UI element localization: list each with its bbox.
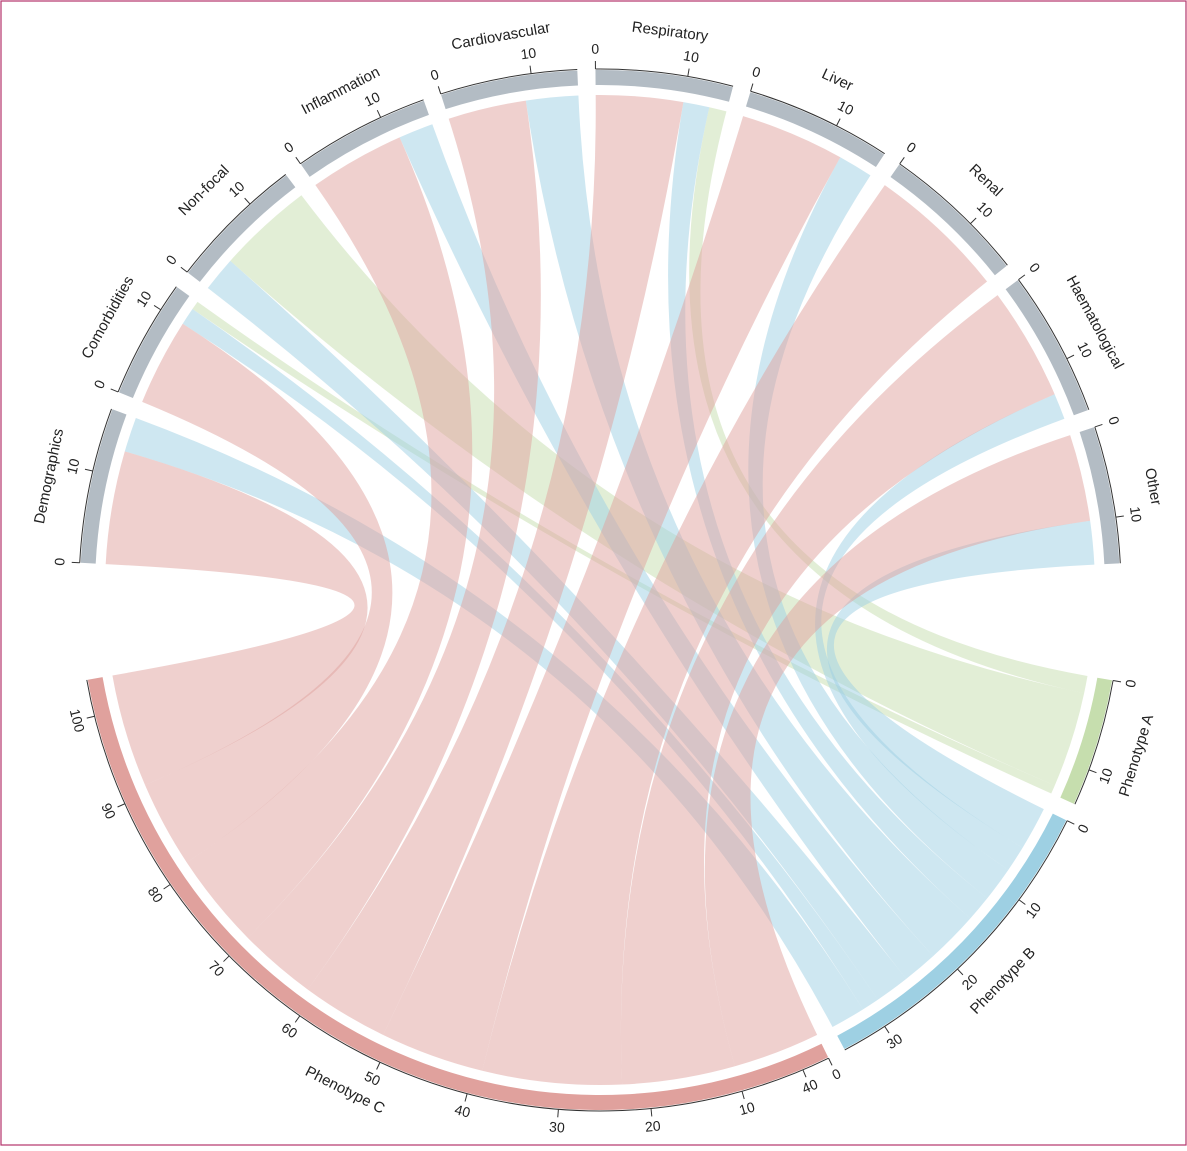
tick-mark bbox=[751, 84, 753, 92]
tick-label: 10 bbox=[63, 457, 82, 476]
sector-label: Comorbidities bbox=[78, 273, 137, 361]
tick-label: 10 bbox=[682, 47, 700, 65]
tick-mark bbox=[223, 956, 229, 962]
sector-label: Haematological bbox=[1063, 273, 1127, 372]
tick-label: 0 bbox=[904, 138, 920, 156]
tick-mark bbox=[296, 157, 301, 164]
tick-label: 10 bbox=[133, 288, 155, 310]
tick-label: 20 bbox=[644, 1117, 661, 1134]
tick-label: 10 bbox=[1127, 505, 1145, 523]
tick-mark bbox=[837, 119, 841, 126]
tick-label: 10 bbox=[974, 198, 996, 220]
tick-mark bbox=[558, 1109, 559, 1117]
tick-mark bbox=[530, 66, 531, 74]
tick-mark bbox=[181, 267, 187, 272]
tick-mark bbox=[438, 86, 440, 94]
tick-label: 0 bbox=[1026, 260, 1044, 276]
tick-label: 100 bbox=[67, 707, 88, 734]
tick-label: 60 bbox=[279, 1019, 301, 1041]
tick-mark bbox=[957, 969, 962, 975]
tick-label: 0 bbox=[591, 41, 599, 57]
tick-mark bbox=[1018, 275, 1024, 280]
tick-label: 10 bbox=[1022, 899, 1044, 921]
sector-label: Demographics bbox=[31, 427, 67, 525]
tick-label: 0 bbox=[51, 557, 67, 566]
tick-mark bbox=[651, 1108, 652, 1116]
tick-label: 30 bbox=[883, 1030, 905, 1052]
tick-mark bbox=[164, 884, 171, 889]
tick-mark bbox=[465, 1094, 467, 1102]
sector-label: Cardiovascular bbox=[450, 19, 551, 53]
tick-label: 0 bbox=[90, 377, 108, 390]
chords bbox=[106, 95, 1095, 1085]
tick-label: 0 bbox=[750, 63, 762, 81]
tick-mark bbox=[829, 1058, 833, 1065]
tick-label: 40 bbox=[800, 1076, 821, 1097]
tick-label: 90 bbox=[98, 801, 119, 822]
tick-label: 30 bbox=[549, 1118, 566, 1135]
tick-label: 10 bbox=[835, 97, 856, 118]
tick-mark bbox=[803, 1070, 806, 1077]
tick-label: 80 bbox=[145, 884, 167, 906]
tick-mark bbox=[245, 198, 250, 204]
tick-mark bbox=[1067, 821, 1074, 825]
tick-mark bbox=[1067, 355, 1074, 359]
tick-label: 40 bbox=[453, 1101, 472, 1120]
tick-label: 10 bbox=[1074, 339, 1095, 360]
tick-label: 10 bbox=[225, 178, 247, 200]
sector-label: Other bbox=[1141, 467, 1165, 507]
tick-mark bbox=[118, 804, 125, 807]
sector-label: Liver bbox=[819, 65, 856, 94]
tick-label: 0 bbox=[1074, 821, 1092, 835]
tick-label: 10 bbox=[1095, 766, 1115, 786]
tick-mark bbox=[111, 389, 118, 392]
tick-label: 0 bbox=[162, 252, 180, 268]
tick-mark bbox=[295, 1016, 300, 1023]
sector-label: Non-focal bbox=[175, 162, 233, 219]
tick-label: 0 bbox=[281, 138, 297, 156]
tick-mark bbox=[970, 218, 976, 224]
sector-label: Phenotype A bbox=[1116, 712, 1157, 798]
tick-label: 0 bbox=[1122, 678, 1139, 689]
tick-mark bbox=[377, 110, 380, 117]
tick-label: 10 bbox=[737, 1098, 757, 1118]
tick-mark bbox=[87, 716, 95, 718]
tick-mark bbox=[85, 469, 93, 471]
sector-label: Respiratory bbox=[631, 19, 710, 45]
tick-mark bbox=[154, 305, 161, 309]
tick-mark bbox=[1116, 516, 1124, 517]
tick-mark bbox=[885, 1026, 889, 1033]
tick-mark bbox=[742, 1091, 744, 1099]
tick-mark bbox=[900, 157, 905, 164]
tick-label: 10 bbox=[520, 44, 538, 62]
tick-mark bbox=[377, 1062, 380, 1069]
tick-label: 10 bbox=[362, 88, 383, 109]
sector-label: Renal bbox=[966, 161, 1006, 200]
tick-label: 50 bbox=[362, 1068, 383, 1089]
tick-label: 0 bbox=[829, 1065, 843, 1083]
tick-mark bbox=[1089, 770, 1097, 773]
tick-mark bbox=[1019, 900, 1025, 905]
tick-mark bbox=[1095, 424, 1103, 427]
tick-label: 0 bbox=[1105, 414, 1123, 427]
tick-label: 0 bbox=[428, 66, 441, 84]
tick-mark bbox=[1113, 680, 1121, 681]
tick-mark bbox=[688, 69, 689, 77]
